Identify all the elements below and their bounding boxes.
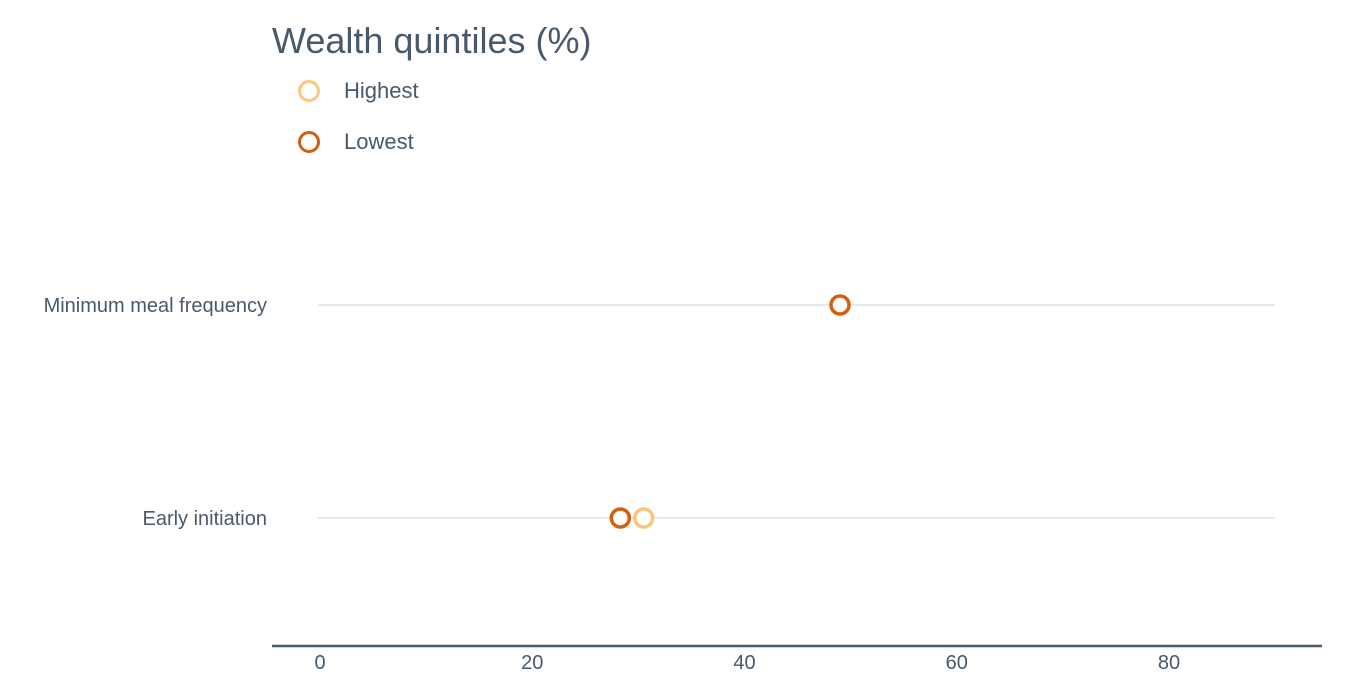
legend-item-lowest[interactable]: Lowest (298, 129, 419, 180)
legend-marker-highest (298, 80, 320, 102)
x-tick-label: 0 (314, 652, 325, 674)
x-tick-label: 60 (946, 652, 968, 674)
x-tick-label: 80 (1158, 652, 1180, 674)
data-point-lowest-0[interactable] (829, 294, 851, 316)
legend-marker-lowest (298, 131, 320, 153)
data-point-highest-1[interactable] (632, 507, 655, 529)
chart-title: Wealth quintiles (%) (272, 20, 592, 61)
data-point-lowest-1[interactable] (609, 507, 632, 529)
legend: Highest Lowest (298, 78, 419, 180)
category-label: Minimum meal frequency (44, 295, 267, 317)
category-label: Early initiation (142, 508, 267, 530)
x-tick-label: 20 (521, 652, 543, 674)
x-tick-label: 40 (733, 652, 755, 674)
legend-label-highest: Highest (344, 78, 419, 103)
legend-label-lowest: Lowest (344, 129, 414, 154)
legend-item-highest[interactable]: Highest (298, 78, 419, 129)
